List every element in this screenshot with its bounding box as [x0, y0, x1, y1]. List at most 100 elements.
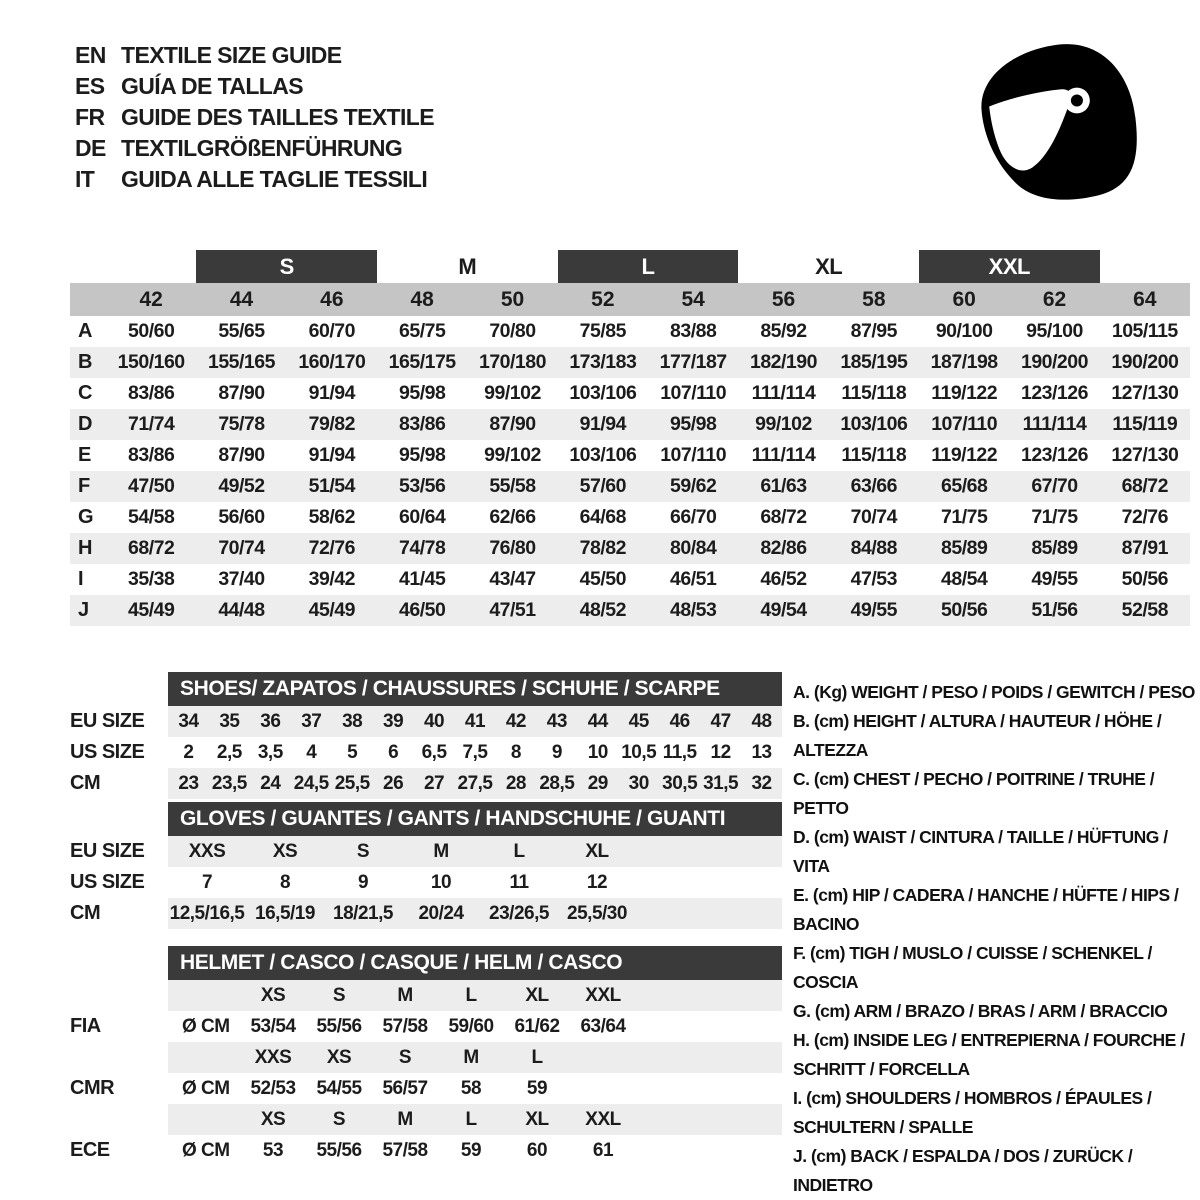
measure-cell: 71/75: [1031, 506, 1078, 528]
measure-cell: 91/94: [579, 413, 627, 435]
value-cell: XXS: [188, 840, 226, 862]
value-cell: 9: [551, 741, 563, 763]
value-cell: 57/58: [382, 1139, 428, 1161]
legend-item: H. (cm) INSIDE LEG / ENTREPIERNA / FOURC…: [793, 1030, 1185, 1079]
value-cell: XL: [585, 840, 609, 862]
value-cell: 47: [710, 710, 732, 732]
value-cell: 11,5: [662, 741, 697, 763]
value-cell: 6: [388, 741, 399, 763]
row-label: ECE: [70, 1139, 110, 1161]
size-label: L: [531, 1046, 543, 1068]
measure-cell: 44/48: [218, 599, 265, 621]
value-cell: 5: [347, 741, 358, 763]
value-cell: 2: [183, 741, 194, 763]
measure-cell: 76/80: [489, 537, 536, 559]
measure-row-c: C 83/86 87/90 91/94 95/98 99/102 103/106 107/11…: [70, 378, 1190, 409]
measure-cell: 75/85: [579, 320, 627, 342]
measure-cell: 47/53: [850, 568, 898, 590]
row-letter: D: [78, 413, 92, 435]
row-values: XXS XS S M L XL: [168, 836, 782, 867]
row-values: 2 2,5 3,5 4 5 6 6,5 7,5 8 9 10 10,5 11,5 12 13: [168, 737, 782, 768]
measure-cell: 68/72: [760, 506, 807, 528]
legend-item: G. (cm) ARM / BRAZO / BRAS / ARM / BRACC…: [793, 1001, 1168, 1021]
size-number: 48: [410, 287, 434, 311]
size-label: XL: [525, 1108, 549, 1130]
row-label: [70, 1104, 168, 1135]
measure-cell: 72/76: [308, 537, 356, 559]
size-number: 58: [862, 287, 886, 311]
measure-cell: 70/80: [489, 320, 536, 342]
helmet-value-row-ece: ECE Ø CM 53 55/56 57/58 59 60 61: [70, 1135, 782, 1166]
size-group-xl: XL: [815, 253, 843, 279]
row-letter: J: [78, 599, 89, 621]
value-cell: 38: [342, 710, 363, 732]
measure-cell: 103/106: [569, 444, 637, 466]
value-cell: 9: [357, 871, 369, 893]
measure-cell: 60/70: [308, 320, 356, 342]
shoes-title-bar: SHOES/ ZAPATOS / CHAUSSURES / SCHUHE / S…: [168, 672, 782, 706]
size-number-row: 42 44 46 48 50 52 54 56 58 60 62 64: [70, 283, 1190, 316]
size-group-l: L: [557, 250, 739, 283]
measure-cell: 47/50: [128, 475, 175, 497]
value-cell: 63/64: [580, 1015, 626, 1037]
language-row: EN TEXTILE SIZE GUIDE: [75, 40, 434, 71]
value-cell: 7,5: [462, 741, 488, 763]
row-label: CMR: [70, 1077, 115, 1099]
measure-cell: 190/200: [1020, 351, 1089, 373]
measure-cell: 51/54: [308, 475, 356, 497]
measure-cell: 59/62: [670, 475, 717, 497]
measure-cell: 71/75: [941, 506, 988, 528]
measure-cell: 48/52: [579, 599, 627, 621]
measure-cell: 107/110: [931, 413, 998, 435]
value-cell: 37: [301, 710, 322, 732]
size-number: 50: [500, 287, 525, 311]
measure-cell: 87/91: [1121, 537, 1169, 559]
size-label: M: [397, 984, 413, 1006]
measure-cell: 173/183: [569, 351, 637, 373]
row-us-size: US SIZE 7 8 9 10 11 12: [70, 867, 782, 898]
value-cell: 42: [505, 710, 527, 732]
value-cell: 23/26,5: [489, 902, 549, 924]
size-label: L: [465, 984, 477, 1006]
measure-cell: 187/198: [930, 351, 999, 373]
measure-cell: 68/72: [128, 537, 175, 559]
legend-item: I. (cm) SHOULDERS / HOMBROS / ÉPAULES / …: [793, 1088, 1152, 1137]
value-cell: 23: [178, 772, 199, 794]
measure-row-f: F 47/50 49/52 51/54 53/56 55/58 57/60 59/62 61/6…: [70, 471, 1190, 502]
measure-cell: 83/86: [399, 413, 446, 435]
measure-cell: 95/98: [399, 444, 446, 466]
value-cell: 59/60: [448, 1015, 494, 1037]
measure-cell: 74/78: [399, 537, 446, 559]
size-label: S: [332, 1108, 346, 1130]
value-cell: 13: [751, 741, 772, 763]
measure-cell: 155/165: [207, 351, 276, 373]
row-letter: C: [78, 382, 92, 404]
value-cell: 12,5/16,5: [169, 902, 245, 924]
racing-helmet-icon: [972, 36, 1144, 208]
row-values: Ø CM 52/53 54/55 56/57 58 59: [168, 1073, 782, 1104]
legend-item: J. (cm) BACK / ESPALDA / DOS / ZURÜCK / …: [793, 1146, 1133, 1195]
language-title: GUIDE DES TAILLES TEXTILE: [121, 104, 435, 130]
size-label: XXS: [254, 1046, 292, 1068]
size-label: XS: [326, 1046, 352, 1068]
value-cell: 34: [178, 710, 199, 732]
measure-cell: 67/70: [1031, 475, 1078, 497]
measure-cell: 103/106: [569, 382, 637, 404]
measure-cell: 54/58: [128, 506, 175, 528]
value-cell: 12: [710, 741, 732, 763]
row-label: US SIZE: [70, 741, 145, 763]
measure-row-i: I 35/38 37/40 39/42 41/45 43/47 45/50 46/51 46/5…: [70, 564, 1190, 595]
legend-item: C. (cm) CHEST / PECHO / POITRINE / TRUHE…: [793, 769, 1155, 818]
value-cell: 7: [201, 871, 213, 893]
size-number: 62: [1042, 287, 1067, 311]
row-label: [70, 1042, 168, 1073]
measure-cell: 71/74: [128, 413, 175, 435]
value-cell: 59: [526, 1077, 548, 1099]
measure-cell: 39/42: [308, 568, 356, 590]
measure-cell: 82/86: [760, 537, 807, 559]
row-eu-size: EU SIZE 34 35 36 37 38 39 40 41 42 43 44 45 46 47 48: [70, 706, 782, 737]
value-cell: 3,5: [257, 741, 283, 763]
value-cell: 4: [306, 741, 317, 763]
value-cell: 28: [505, 772, 527, 794]
